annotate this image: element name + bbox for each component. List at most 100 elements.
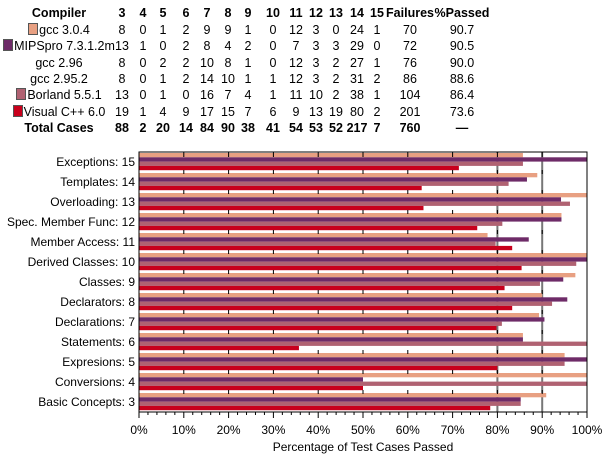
table-cell: 14 xyxy=(179,120,193,135)
bar-borland-5-5-1 xyxy=(139,401,521,406)
table-cell: 4 xyxy=(224,39,232,54)
table-cell: 2 xyxy=(182,39,190,54)
table-cell: 72 xyxy=(403,39,417,54)
table-row: Borland 5.5.1 13 0 1 0 16 7 4 1 11 10 2 38 1 104 86.4 xyxy=(0,88,610,104)
compiler-label: gcc 3.0.4 xyxy=(39,23,90,37)
compiler-label: Visual C++ 6.0 xyxy=(23,104,106,119)
table-cell: 86 xyxy=(403,71,417,86)
table-cell: 1 xyxy=(373,55,381,70)
bar-gcc-3-0-4 xyxy=(139,173,538,178)
table-cell: 90.0 xyxy=(449,55,475,70)
table-cell: — xyxy=(455,120,469,135)
table-cell: 73.6 xyxy=(449,104,475,119)
category-label: Expresions: 5 xyxy=(62,355,135,369)
table-cell: 2 xyxy=(182,23,190,37)
table-cell: 90.5 xyxy=(449,39,475,54)
table-cell: 9 xyxy=(182,104,190,119)
header-cell: 15 xyxy=(370,6,384,20)
table-cell: 3 xyxy=(312,71,320,86)
table-cell: 2 xyxy=(159,55,167,70)
header-cell: 11 xyxy=(289,6,303,20)
header-cell: %Passed xyxy=(434,6,490,20)
bar-borland-5-5-1 xyxy=(139,161,523,166)
header-cell: 4 xyxy=(139,6,147,20)
category-label: Conversions: 4 xyxy=(55,375,135,389)
bar-borland-5-5-1 xyxy=(139,201,570,206)
bar-visual-c-6-0 xyxy=(139,245,513,251)
table-cell: 54 xyxy=(289,120,303,135)
bar-visual-c-6-0 xyxy=(139,405,491,411)
bar-visual-c-6-0 xyxy=(139,205,424,211)
table-cell: 2 xyxy=(182,55,190,70)
header-cell: 14 xyxy=(350,6,364,20)
table-cell: 9 xyxy=(203,23,211,37)
bar-mipspro-7-3-1-2m xyxy=(139,317,545,322)
compiler-name: gcc 3.0.4 xyxy=(0,23,118,37)
compiler-label: gcc 2.96 xyxy=(35,55,83,70)
table-cell: 1 xyxy=(139,104,147,119)
bar-borland-5-5-1 xyxy=(139,261,577,266)
table-row: gcc 2.95.2 8 0 1 2 14 10 1 1 12 3 2 31 2 86 88.6 xyxy=(0,72,610,88)
table-cell: 0 xyxy=(139,71,147,86)
table-cell: 4 xyxy=(244,88,252,103)
table-cell: 104 xyxy=(399,88,421,103)
table-cell: 9 xyxy=(224,23,232,37)
table-cell: 16 xyxy=(200,88,214,103)
bar-gcc-3-0-4 xyxy=(139,213,562,218)
bar-gcc-3-0-4 xyxy=(139,353,565,358)
table-cell: 0 xyxy=(269,39,277,54)
category-label: Declarators: 8 xyxy=(60,295,135,309)
bar-borland-5-5-1 xyxy=(139,241,496,246)
table-cell: 7 xyxy=(292,39,300,54)
table-cell: 24 xyxy=(350,23,364,37)
table-cell: 7 xyxy=(373,120,381,135)
legend-swatch xyxy=(16,88,27,101)
table-cell: 8 xyxy=(118,55,126,70)
table-cell: 15 xyxy=(221,104,235,119)
table-cell: 6 xyxy=(269,104,277,119)
table-cell: 29 xyxy=(350,39,364,54)
table-cell: 1 xyxy=(159,71,167,86)
x-tick-label: 60% xyxy=(396,423,420,437)
bar-gcc-3-0-4 xyxy=(139,233,488,238)
bar-visual-c-6-0 xyxy=(139,385,363,391)
table-cell: 2 xyxy=(332,88,340,103)
table-cell: 88 xyxy=(115,120,129,135)
category-label: Classes: 9 xyxy=(79,275,135,289)
bar-mipspro-7-3-1-2m xyxy=(139,297,568,302)
bar-borland-5-5-1 xyxy=(139,381,587,386)
table-cell: 0 xyxy=(332,23,340,37)
table-cell: 8 xyxy=(224,55,232,70)
bar-visual-c-6-0 xyxy=(139,185,422,191)
table-cell: 19 xyxy=(115,104,129,119)
table-cell: 41 xyxy=(266,120,280,135)
bar-gcc-3-0-4 xyxy=(139,273,576,278)
bar-visual-c-6-0 xyxy=(139,165,459,171)
table-cell: 201 xyxy=(399,104,421,119)
table-cell: 1 xyxy=(244,55,252,70)
x-tick-label: 80% xyxy=(485,423,509,437)
bar-mipspro-7-3-1-2m xyxy=(139,157,587,162)
table-cell: 8 xyxy=(118,23,126,37)
table-cell: 2 xyxy=(373,71,381,86)
category-label: Exceptions: 15 xyxy=(56,155,135,169)
table-cell: 19 xyxy=(329,104,343,119)
bar-mipspro-7-3-1-2m xyxy=(139,217,562,222)
table-cell: 8 xyxy=(118,71,126,86)
bar-visual-c-6-0 xyxy=(139,285,505,291)
bar-mipspro-7-3-1-2m xyxy=(139,397,521,402)
x-tick-label: 50% xyxy=(351,423,375,437)
compiler-label: Total Cases xyxy=(24,120,94,135)
table-cell: 0 xyxy=(269,23,277,37)
compiler-label: MIPSpro 7.3.1.2m xyxy=(14,39,115,54)
bar-mipspro-7-3-1-2m xyxy=(139,237,529,242)
legend-swatch xyxy=(3,39,14,52)
table-cell: 0 xyxy=(182,88,190,103)
table-cell: 2 xyxy=(332,71,340,86)
compiler-name: MIPSpro 7.3.1.2m xyxy=(0,39,118,53)
bar-gcc-3-0-4 xyxy=(139,393,547,398)
bar-borland-5-5-1 xyxy=(139,181,509,186)
header-cell: 13 xyxy=(329,6,343,20)
bar-mipspro-7-3-1-2m xyxy=(139,197,562,202)
table-cell: 1 xyxy=(244,71,252,86)
